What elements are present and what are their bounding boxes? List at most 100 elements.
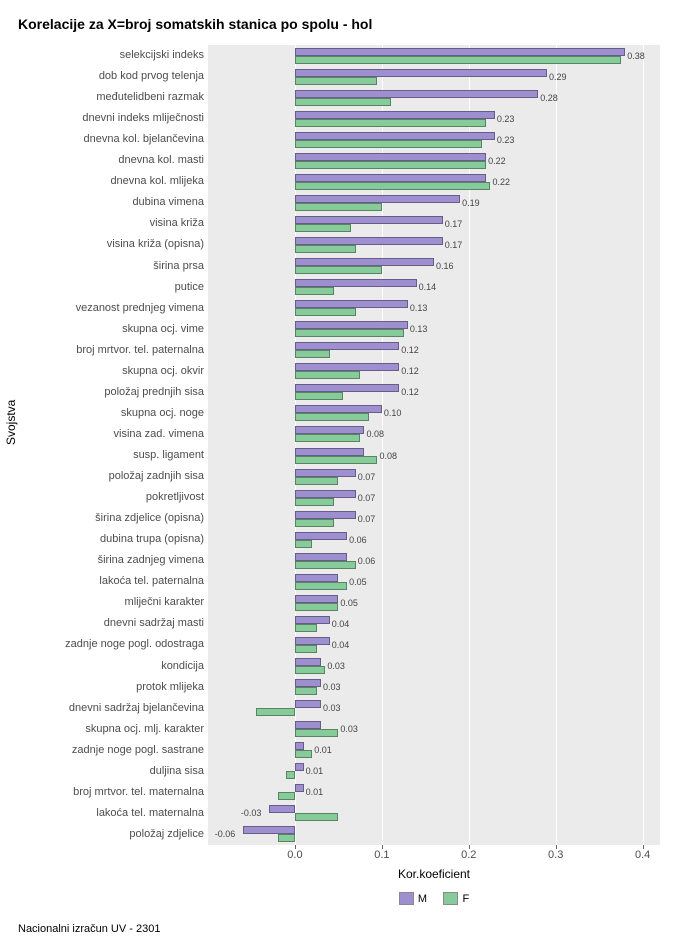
chart-container: Korelacije za X=broj somatskih stanica p… [0, 0, 680, 945]
bar-f [295, 687, 317, 695]
x-tick-label: 0.0 [287, 849, 302, 861]
y-label: dnevna kol. mlijeka [4, 171, 204, 192]
bar-m [295, 679, 321, 687]
y-label: visina zad. vimena [4, 424, 204, 445]
y-label: skupna ocj. vime [4, 319, 204, 340]
y-label: položaj zadnjih sisa [4, 466, 204, 487]
value-label: 0.04 [332, 619, 350, 629]
bar-m [243, 826, 295, 834]
bar-m [295, 784, 304, 792]
bar-f [295, 666, 325, 674]
bar-f [295, 203, 382, 211]
bar-f [295, 750, 312, 758]
y-label: dob kod prvog telenja [4, 66, 204, 87]
y-label: vezanost prednjeg vimena [4, 298, 204, 319]
bar-m [295, 216, 443, 224]
bar-m [295, 258, 434, 266]
y-label: lakoća tel. paternalna [4, 571, 204, 592]
bar-m [295, 553, 347, 561]
y-label: dubina vimena [4, 192, 204, 213]
bar-f [295, 56, 621, 64]
bar-m [295, 742, 304, 750]
bar-f [295, 477, 338, 485]
value-label: 0.23 [497, 114, 515, 124]
value-label: 0.06 [349, 535, 367, 545]
y-label: skupna ocj. mlj. karakter [4, 719, 204, 740]
bar-m [295, 174, 486, 182]
value-label: 0.17 [445, 219, 463, 229]
bar-m [295, 90, 538, 98]
value-label: 0.06 [358, 556, 376, 566]
y-label: međutelidbeni razmak [4, 87, 204, 108]
x-tick-label: 0.3 [548, 849, 563, 861]
bar-m [295, 511, 356, 519]
bar-f [295, 603, 338, 611]
bar-f [295, 371, 360, 379]
value-label: 0.10 [384, 408, 402, 418]
value-label: 0.12 [401, 366, 419, 376]
bar-m [295, 69, 547, 77]
value-label: 0.08 [380, 451, 398, 461]
legend-item-f: F [443, 892, 469, 905]
bar-m [295, 763, 304, 771]
bar-m [295, 342, 399, 350]
value-label: 0.16 [436, 261, 454, 271]
value-label: 0.28 [540, 93, 558, 103]
y-label: kondicija [4, 656, 204, 677]
y-label: duljina sisa [4, 761, 204, 782]
value-label: 0.23 [497, 135, 515, 145]
bar-m [295, 237, 443, 245]
value-label: 0.05 [349, 577, 367, 587]
y-label: dnevni sadržaj masti [4, 613, 204, 634]
bar-f [295, 161, 486, 169]
value-label: 0.17 [445, 240, 463, 250]
value-label: 0.07 [358, 493, 376, 503]
bar-m [295, 111, 495, 119]
bar-m [295, 700, 321, 708]
bar-m [295, 637, 330, 645]
bar-f [295, 140, 482, 148]
bar-f [295, 561, 356, 569]
bar-f [295, 98, 391, 106]
gridline [643, 45, 644, 845]
bar-m [295, 532, 347, 540]
x-axis-title: Kor.koeficient [208, 867, 660, 881]
bar-f [295, 434, 360, 442]
y-label: lakoća tel. maternalna [4, 803, 204, 824]
legend-label-f: F [462, 893, 469, 905]
value-label: 0.03 [340, 724, 358, 734]
y-label: zadnje noge pogl. sastrane [4, 740, 204, 761]
legend-label-m: M [418, 893, 427, 905]
y-label: mliječni karakter [4, 592, 204, 613]
y-label: visina križa (opisna) [4, 234, 204, 255]
value-label: 0.22 [493, 177, 511, 187]
value-label: 0.01 [306, 787, 324, 797]
y-label: susp. ligament [4, 445, 204, 466]
y-label: dnevni sadržaj bjelančevina [4, 698, 204, 719]
y-label: broj mrtvor. tel. maternalna [4, 782, 204, 803]
y-label: skupna ocj. okvir [4, 361, 204, 382]
bar-f [295, 77, 378, 85]
y-label: broj mrtvor. tel. paternalna [4, 340, 204, 361]
value-label: 0.01 [314, 745, 332, 755]
bar-f [295, 266, 382, 274]
bar-m [295, 405, 382, 413]
bar-f [295, 224, 352, 232]
value-label: 0.29 [549, 72, 567, 82]
y-label: položaj prednjih sisa [4, 382, 204, 403]
bar-f [295, 456, 378, 464]
y-label: protok mlijeka [4, 677, 204, 698]
y-label: dnevna kol. masti [4, 150, 204, 171]
bar-f [256, 708, 295, 716]
bar-m [295, 48, 625, 56]
y-label: širina zadnjeg vimena [4, 550, 204, 571]
y-label: širina zdjelice (opisna) [4, 508, 204, 529]
y-label: selekcijski indeks [4, 45, 204, 66]
x-tick-label: 0.1 [374, 849, 389, 861]
y-label: visina križa [4, 213, 204, 234]
bar-m [295, 300, 408, 308]
bar-m [295, 448, 365, 456]
y-label: putice [4, 277, 204, 298]
bar-m [295, 469, 356, 477]
value-label: 0.13 [410, 324, 428, 334]
